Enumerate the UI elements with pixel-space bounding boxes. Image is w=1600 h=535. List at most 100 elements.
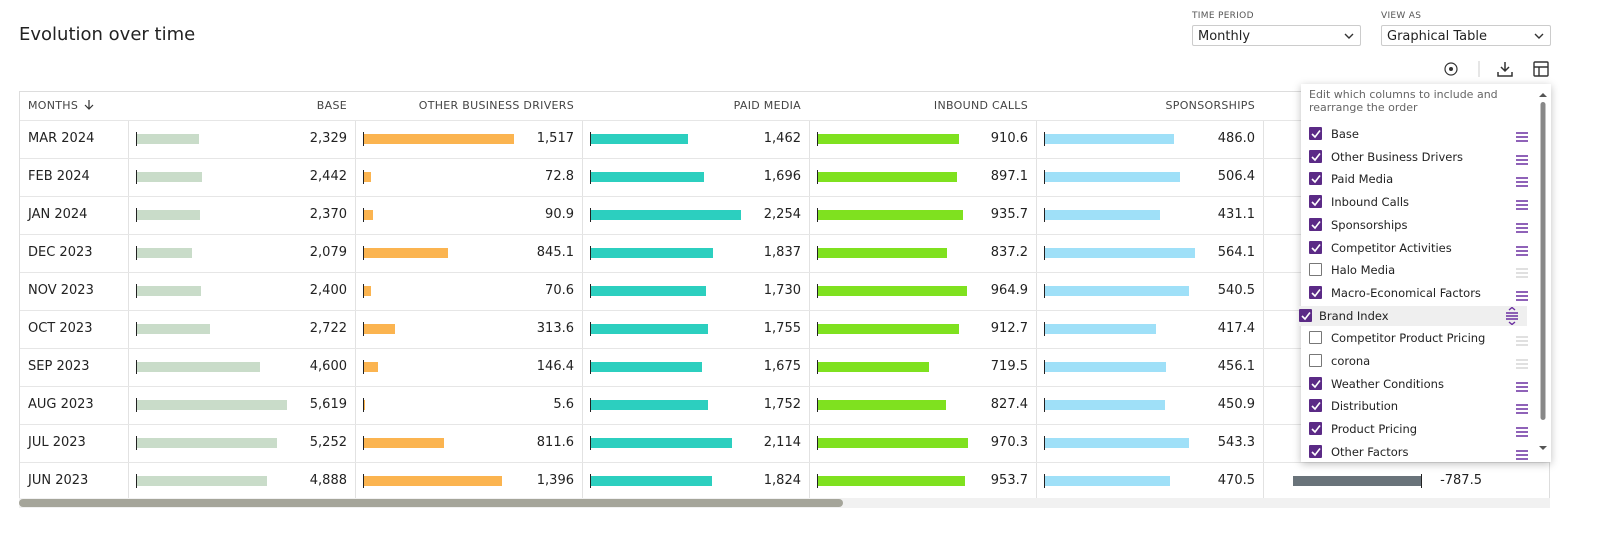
checkbox[interactable] [1309,422,1322,436]
bar [591,248,714,258]
cell-value: 2,442 [309,169,347,184]
cell-value: 2,079 [309,245,347,260]
checkbox[interactable] [1309,240,1322,254]
column-option[interactable]: Base [1309,124,1531,144]
drag-icon [1516,359,1528,369]
columns-icon[interactable] [1533,61,1549,77]
bar-axis [136,360,137,374]
drag-handle[interactable] [1505,306,1519,329]
checkbox[interactable] [1309,263,1322,277]
bar [137,286,202,296]
bar [364,324,395,334]
bar [818,286,968,296]
drag-handle[interactable] [1515,219,1529,238]
column-option[interactable]: Brand Index [1299,305,1527,329]
checkbox[interactable] [1309,127,1322,140]
month-label: AUG 2023 [28,397,94,412]
checkbox[interactable] [1299,308,1312,322]
checkbox[interactable] [1309,399,1322,413]
checkbox[interactable] [1309,195,1322,209]
target-icon[interactable] [1444,62,1458,76]
column-option[interactable]: Other Business Drivers [1309,147,1531,167]
column-header[interactable]: MONTHS [28,99,79,112]
drag-handle[interactable] [1515,287,1529,306]
bar-axis [136,284,137,298]
drag-handle[interactable] [1515,378,1529,397]
bar [364,248,448,258]
row-divider [20,196,1549,197]
bar [818,400,946,410]
column-header[interactable]: PAID MEDIA [733,99,801,112]
bar-axis [590,132,591,146]
drag-handle[interactable] [1515,332,1529,351]
column-option[interactable]: Product Pricing [1309,419,1531,439]
editor-hint: Edit which columns to include and rearra… [1309,88,1498,114]
checkbox[interactable] [1309,354,1322,367]
bar [1045,476,1171,486]
bar-axis [817,170,818,184]
column-header[interactable]: SPONSORSHIPS [1165,99,1255,112]
toolbar [1444,61,1549,77]
column-option[interactable]: Paid Media [1309,169,1531,189]
column-option[interactable]: Halo Media [1309,260,1531,280]
column-header[interactable]: OTHER BUSINESS DRIVERS [418,99,574,112]
bar [137,362,260,372]
checkbox[interactable] [1309,149,1322,163]
view-as-select[interactable]: Graphical Table [1381,25,1551,46]
bar-axis [1044,436,1045,450]
drag-icon [1516,381,1528,392]
checkbox[interactable] [1309,376,1322,390]
checkbox[interactable] [1309,285,1322,299]
drag-handle[interactable] [1515,355,1529,374]
cell-value: 910.6 [990,131,1028,146]
month-label: MAR 2024 [28,131,95,146]
drag-handle[interactable] [1515,196,1529,215]
drag-handle[interactable] [1515,446,1529,465]
option-label: Macro-Economical Factors [1331,285,1481,300]
check-mark [1311,130,1321,139]
bar [1045,210,1160,220]
cell-value: 2,114 [763,435,801,450]
row-divider [20,234,1549,235]
bar-axis [363,474,364,488]
column-option[interactable]: Distribution [1309,396,1531,416]
column-option[interactable]: Competitor Product Pricing [1309,328,1531,348]
column-option[interactable]: Other Factors [1309,442,1531,462]
drag-handle[interactable] [1515,128,1529,147]
scroll-thumb[interactable] [19,499,843,507]
check-mark [1311,243,1321,252]
checkbox[interactable] [1309,444,1322,458]
bar-axis [1044,322,1045,336]
bar-axis [136,132,137,146]
cell-value: 912.7 [990,321,1028,336]
header-divider [20,120,1549,121]
time-period-select[interactable]: Monthly [1192,25,1361,46]
cell-value: 72.8 [545,169,574,184]
column-option[interactable]: Inbound Calls [1309,192,1531,212]
month-label: JUN 2023 [28,473,89,488]
drag-icon [1516,223,1528,233]
column-option[interactable]: corona [1309,351,1531,371]
drag-handle[interactable] [1515,400,1529,419]
drag-handle[interactable] [1515,242,1529,261]
bar [1045,362,1167,372]
column-option[interactable]: Competitor Activities [1309,238,1531,258]
bar [137,210,201,220]
checkbox[interactable] [1309,217,1322,231]
drag-handle[interactable] [1515,151,1529,170]
cell-value: 1,752 [763,397,801,412]
cell-value: 1,675 [763,359,801,374]
download-icon[interactable] [1497,62,1513,77]
checkbox[interactable] [1309,331,1322,345]
column-option[interactable]: Macro-Economical Factors [1309,283,1531,303]
column-option[interactable]: Sponsorships [1309,215,1531,235]
bar-axis [363,246,364,260]
drag-handle[interactable] [1515,264,1529,283]
column-header[interactable]: BASE [316,99,347,112]
check-mark [1301,311,1311,320]
drag-handle[interactable] [1515,423,1529,442]
checkbox[interactable] [1309,172,1322,186]
column-header[interactable]: INBOUND CALLS [933,99,1028,112]
column-option[interactable]: Weather Conditions [1309,374,1531,394]
drag-handle[interactable] [1515,173,1529,192]
